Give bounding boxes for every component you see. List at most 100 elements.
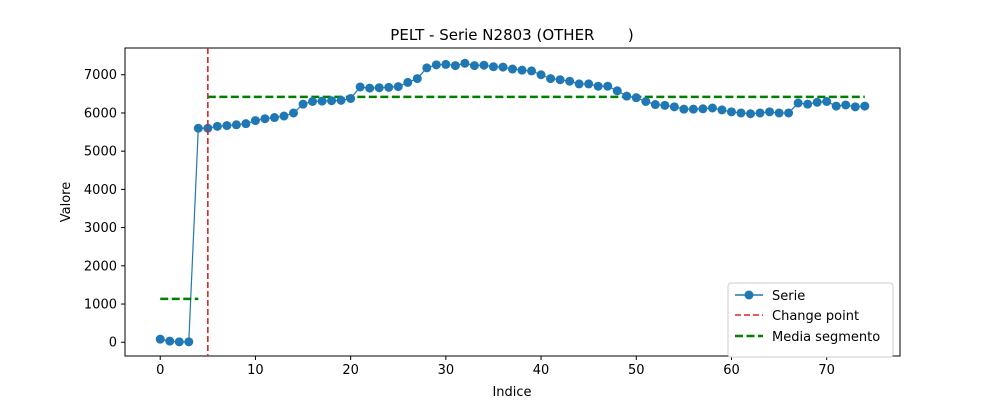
data-point: [289, 108, 299, 118]
y-tick-label: 1000: [84, 298, 117, 313]
data-point: [174, 337, 184, 347]
data-point: [184, 337, 194, 347]
data-point: [355, 82, 365, 92]
data-point: [498, 62, 508, 72]
y-axis: 0 1000 2000 3000 4000 5000 6000 7000: [84, 68, 125, 351]
data-point: [384, 82, 394, 92]
data-point: [746, 109, 756, 119]
data-point: [241, 119, 251, 129]
y-tick-label: 2000: [84, 259, 117, 274]
data-point: [374, 83, 384, 93]
y-tick-label: 4000: [84, 183, 117, 198]
data-point: [403, 77, 413, 87]
data-point: [155, 334, 165, 344]
data-point: [593, 81, 603, 91]
data-point: [536, 70, 546, 80]
legend-serie-label: Serie: [772, 289, 805, 304]
data-point: [650, 100, 660, 110]
data-point: [688, 104, 698, 114]
data-point: [450, 61, 460, 71]
data-point: [517, 65, 527, 75]
data-point: [784, 108, 794, 118]
data-point: [460, 58, 470, 68]
legend: Serie Change point Media segmento: [727, 282, 894, 358]
x-tick-label: 50: [628, 363, 645, 378]
data-point: [231, 120, 241, 130]
x-tick-label: 60: [723, 363, 740, 378]
data-point: [222, 121, 232, 131]
data-point: [631, 93, 641, 103]
x-tick-label: 20: [342, 363, 359, 378]
data-point: [441, 59, 451, 69]
data-point: [212, 121, 222, 131]
data-point: [488, 62, 498, 72]
y-tick-label: 7000: [84, 68, 117, 83]
data-point: [193, 123, 203, 133]
data-point: [412, 74, 422, 84]
data-point: [527, 66, 537, 76]
data-point: [317, 96, 327, 106]
data-point: [260, 114, 270, 124]
data-point: [831, 101, 841, 111]
data-point: [250, 116, 260, 126]
y-axis-label: Valore: [59, 182, 74, 222]
data-point: [612, 86, 622, 96]
data-point: [422, 63, 432, 73]
data-point: [822, 96, 832, 106]
x-axis: 0 10 20 30 40 50 60 70: [156, 356, 835, 378]
data-point: [765, 107, 775, 117]
data-point: [622, 91, 632, 101]
data-point: [726, 107, 736, 117]
data-point: [641, 96, 651, 106]
legend-segment-mean-label: Media segmento: [772, 330, 880, 345]
data-point: [574, 79, 584, 89]
data-point: [555, 75, 565, 85]
data-point: [298, 99, 308, 109]
data-point: [679, 104, 689, 114]
data-point: [203, 123, 213, 133]
data-point: [698, 104, 708, 114]
x-tick-label: 70: [818, 363, 835, 378]
data-point: [431, 60, 441, 70]
x-tick-label: 10: [247, 363, 264, 378]
data-point: [793, 98, 803, 108]
y-tick-label: 6000: [84, 106, 117, 121]
data-point: [279, 111, 289, 121]
plot-area: [155, 48, 870, 356]
data-point: [774, 108, 784, 118]
data-point: [469, 61, 479, 71]
data-point: [336, 95, 346, 105]
data-point: [860, 101, 870, 111]
legend-serie-marker: [744, 290, 754, 300]
data-point: [669, 102, 679, 112]
data-point: [717, 105, 727, 115]
x-tick-label: 40: [533, 363, 550, 378]
data-point: [736, 108, 746, 118]
data-point: [803, 99, 813, 109]
data-point: [707, 103, 717, 113]
legend-box: [727, 282, 894, 358]
data-point: [546, 74, 556, 84]
data-point: [660, 100, 670, 110]
data-point: [327, 96, 337, 106]
data-point: [479, 60, 489, 70]
data-point: [393, 82, 403, 92]
data-point: [812, 97, 822, 107]
data-point: [841, 100, 851, 110]
data-point: [755, 108, 765, 118]
x-tick-label: 0: [156, 363, 164, 378]
legend-change-point-label: Change point: [772, 309, 859, 324]
data-point: [308, 96, 318, 106]
y-tick-label: 5000: [84, 145, 117, 160]
x-axis-label: Indice: [492, 385, 531, 400]
data-point: [565, 76, 575, 86]
x-tick-label: 30: [438, 363, 455, 378]
data-point: [850, 102, 860, 112]
y-tick-label: 3000: [84, 221, 117, 236]
data-point: [584, 79, 594, 89]
y-tick-label: 0: [109, 336, 117, 351]
data-point: [269, 113, 279, 123]
chart-title: PELT - Serie N2803 (OTHER ): [390, 26, 633, 44]
data-point: [346, 93, 356, 103]
